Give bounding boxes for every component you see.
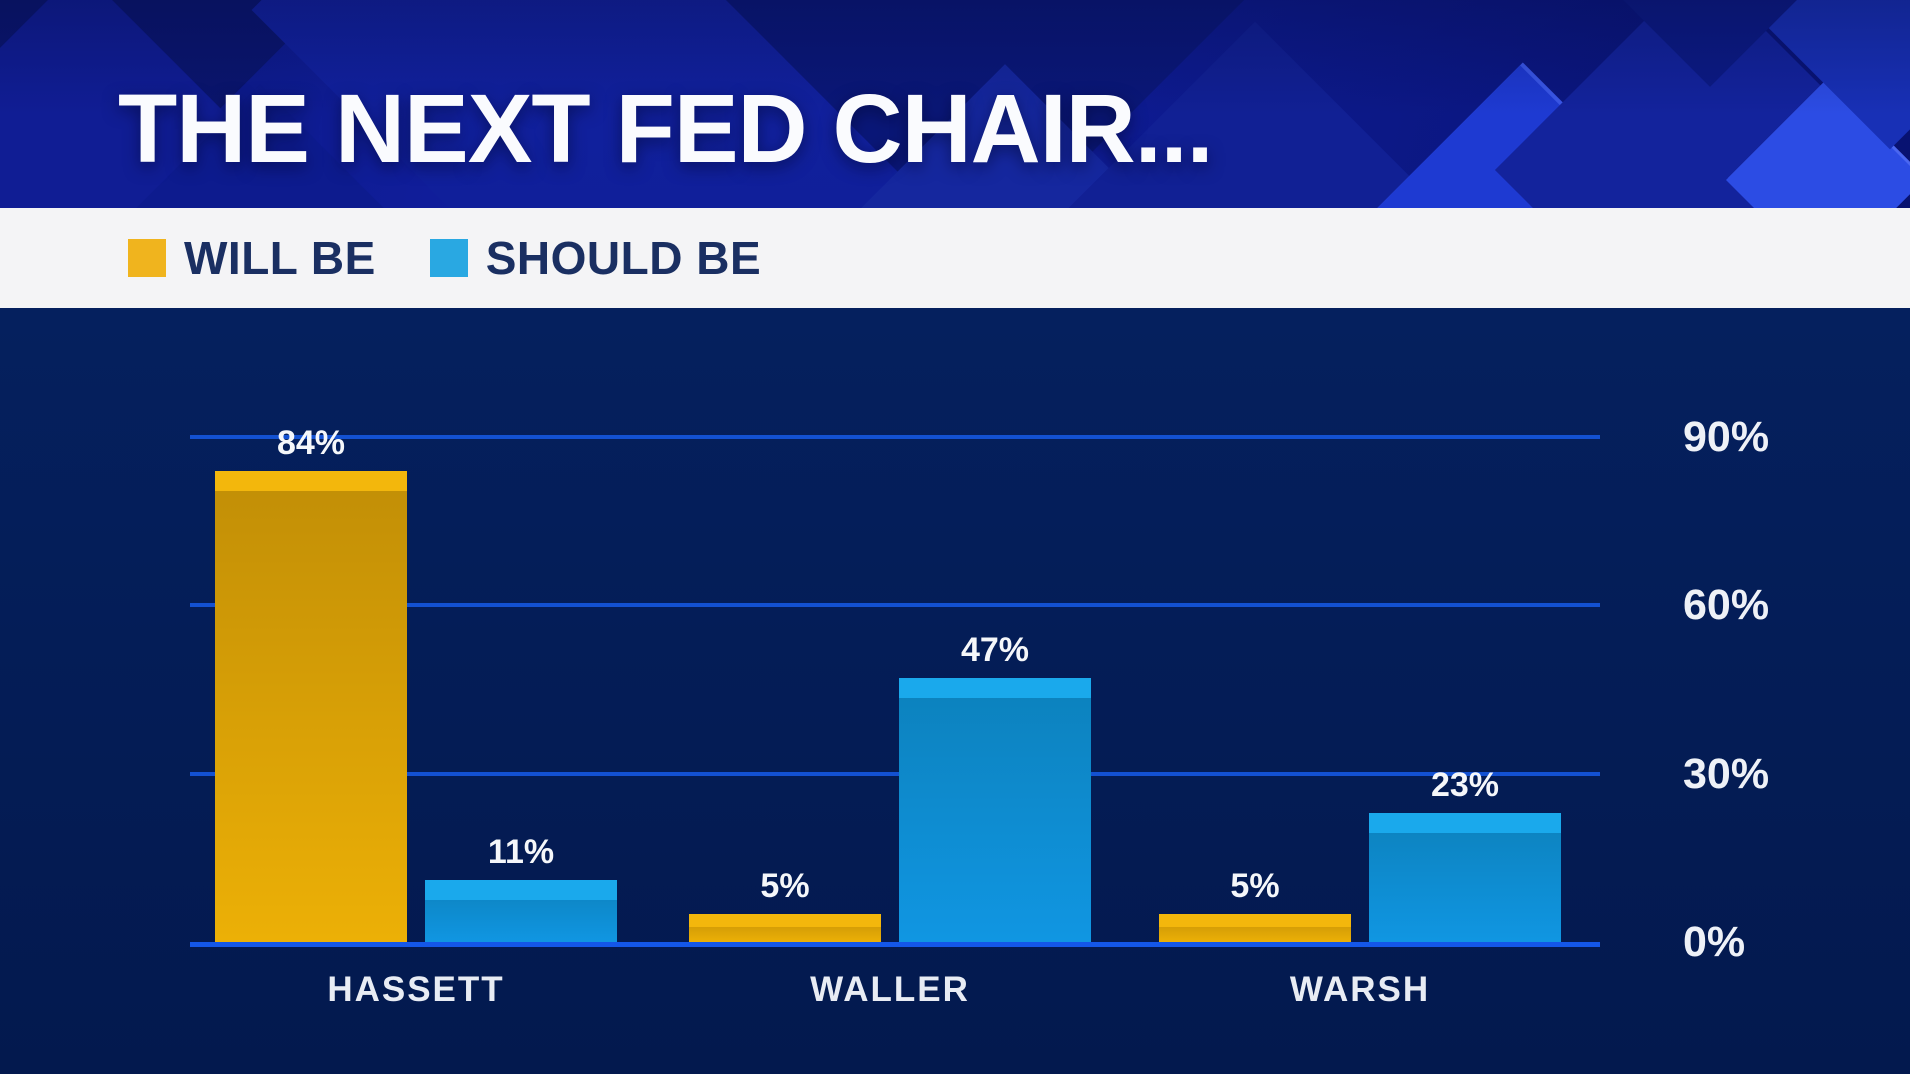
gridline-90 bbox=[190, 435, 1600, 439]
legend-label-will-be: WILL BE bbox=[184, 232, 376, 284]
bar-hassett-should-be-cap bbox=[425, 880, 617, 900]
gridline-60 bbox=[190, 603, 1600, 608]
header-banner: THE NEXT FED CHAIR... bbox=[0, 0, 1910, 208]
bar-warsh-will-be-cap bbox=[1159, 914, 1351, 927]
bar-value-label: 47% bbox=[960, 631, 1030, 669]
bar-hassett-will-be-cap bbox=[215, 471, 407, 491]
header-shade-overlay bbox=[0, 0, 1910, 208]
y-axis-label-30: 30% bbox=[1683, 749, 1770, 798]
x-axis-line bbox=[190, 942, 1600, 947]
legend-item-will-be: WILL BE bbox=[128, 231, 376, 285]
legend-item-should-be: SHOULD BE bbox=[429, 231, 762, 285]
category-label-waller: WALLER bbox=[810, 970, 970, 1009]
legend-swatch-will-be bbox=[128, 239, 166, 277]
legend: WILL BE SHOULD BE bbox=[0, 208, 1910, 308]
bar-waller-should-be-cap bbox=[899, 678, 1091, 698]
legend-label-should-be: SHOULD BE bbox=[485, 232, 762, 284]
y-axis-label-60: 60% bbox=[1683, 581, 1770, 630]
bar-value-label: 5% bbox=[1230, 867, 1280, 905]
bar-warsh-should-be-cap bbox=[1369, 813, 1561, 833]
bar-hassett-will-be bbox=[215, 471, 407, 942]
category-label-warsh: WARSH bbox=[1289, 970, 1431, 1009]
bar-warsh-will-be bbox=[1159, 914, 1351, 942]
bar-value-label: 23% bbox=[1430, 766, 1500, 804]
bar-value-label: 11% bbox=[487, 833, 555, 871]
bar-value-label: 84% bbox=[276, 424, 346, 462]
bar-waller-will-be bbox=[689, 914, 881, 942]
bar-value-label: 5% bbox=[760, 867, 810, 905]
category-label-hassett: HASSETT bbox=[327, 970, 505, 1009]
chart-title: THE NEXT FED CHAIR... bbox=[118, 74, 1214, 183]
legend-swatch-should-be bbox=[429, 239, 468, 277]
gridline-30 bbox=[190, 771, 1600, 776]
bar-chart: 90% 60% 30% 0% 84% 11% HASSETT 5% 47% WALLER 5% 23%… bbox=[0, 308, 1910, 1074]
bar-waller-should-be bbox=[899, 678, 1091, 942]
y-axis-label-0: 0% bbox=[1683, 918, 1746, 966]
y-axis-label-90: 90% bbox=[1683, 413, 1770, 461]
bar-waller-will-be-cap bbox=[689, 914, 881, 927]
bar-hassett-should-be bbox=[425, 880, 617, 942]
bar-warsh-should-be bbox=[1369, 813, 1561, 942]
